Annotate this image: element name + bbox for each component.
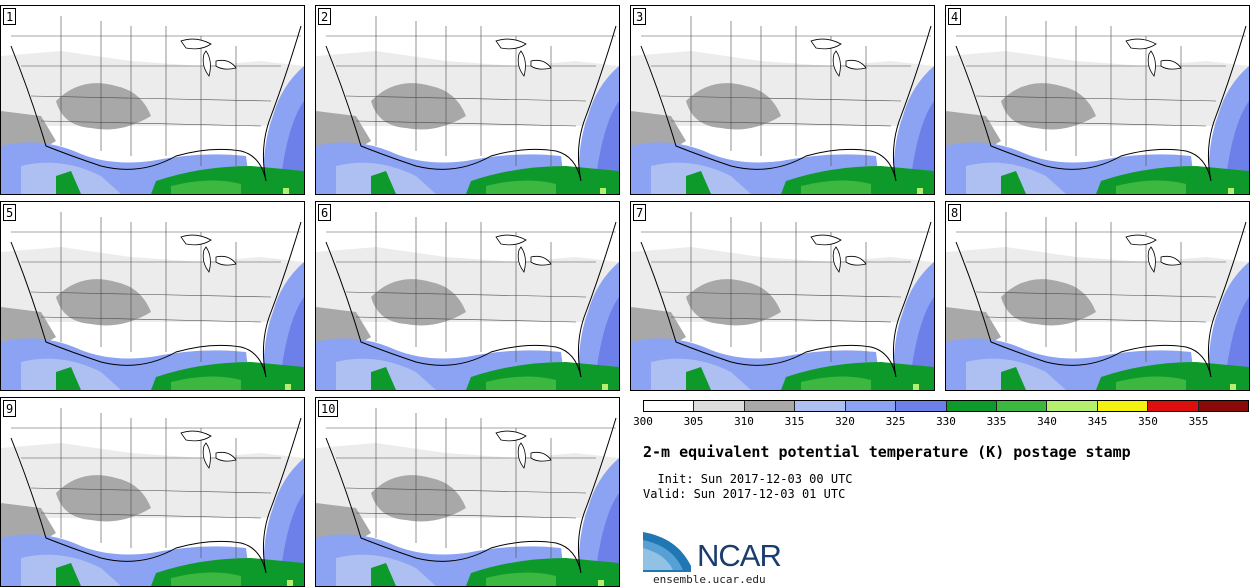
map-panel[interactable]: 10 <box>315 397 620 587</box>
colorbar-tick-label: 340 <box>1037 415 1057 428</box>
colorbar-tick-label: 305 <box>683 415 704 428</box>
colorbar-swatch <box>845 401 897 411</box>
colorbar-tick-label: 310 <box>734 415 754 428</box>
colorbar-swatch <box>946 401 997 411</box>
colorbar-swatch <box>694 401 745 411</box>
map-panel[interactable]: 2 <box>315 5 620 195</box>
panel-number: 9 <box>3 400 17 417</box>
colorbar-tick-label: 300 <box>633 415 653 428</box>
valid-time: Valid: Sun 2017-12-03 01 UTC <box>643 487 846 501</box>
map-panel[interactable]: 8 <box>945 201 1250 391</box>
init-time: Init: Sun 2017-12-03 00 UTC <box>643 472 853 486</box>
panel-number: 10 <box>318 400 339 417</box>
panel-number: 1 <box>3 8 17 25</box>
colorbar-tick-label: 330 <box>936 415 956 428</box>
map-graphic <box>1 6 304 194</box>
map-graphic <box>316 6 619 194</box>
colorbar <box>643 400 1249 412</box>
map-panel[interactable]: 9 <box>0 397 305 587</box>
colorbar-tick-label: 350 <box>1138 415 1158 428</box>
colorbar-swatch <box>1148 401 1199 411</box>
colorbar-swatch <box>1097 401 1149 411</box>
panel-number: 6 <box>318 204 332 221</box>
colorbar-tick-label: 315 <box>784 415 805 428</box>
map-graphic <box>1 202 304 390</box>
map-graphic <box>946 202 1249 390</box>
colorbar-labels: 300 305 310 315 320 325 330 335 340 345 350 355 <box>633 415 1249 429</box>
colorbar-tick-label: 325 <box>885 415 906 428</box>
map-graphic <box>631 6 934 194</box>
colorbar-tick-label: 355 <box>1188 415 1209 428</box>
map-panel[interactable]: 5 <box>0 201 305 391</box>
colorbar-tick-label: 320 <box>835 415 855 428</box>
panel-number: 4 <box>948 8 962 25</box>
panel-number: 3 <box>633 8 647 25</box>
map-panel[interactable]: 4 <box>945 5 1250 195</box>
panel-number: 8 <box>948 204 962 221</box>
colorbar-swatch <box>1047 401 1098 411</box>
map-panel[interactable]: 3 <box>630 5 935 195</box>
colorbar-swatch <box>996 401 1048 411</box>
colorbar-swatch <box>1198 401 1249 411</box>
colorbar-tick-label: 335 <box>986 415 1007 428</box>
colorbar-swatch <box>644 401 695 411</box>
figure-title: 2-m equivalent potential temperature (K)… <box>643 443 1131 461</box>
colorbar-swatch <box>795 401 846 411</box>
colorbar-swatch <box>744 401 796 411</box>
site-url[interactable]: ensemble.ucar.edu <box>653 573 766 586</box>
panel-number: 7 <box>633 204 647 221</box>
colorbar-tick-label: 345 <box>1087 415 1108 428</box>
ncar-logo-text: NCAR <box>697 538 782 573</box>
panel-number: 5 <box>3 204 17 221</box>
map-graphic <box>946 6 1249 194</box>
map-graphic <box>1 398 304 586</box>
map-panel[interactable]: 1 <box>0 5 305 195</box>
ncar-logo-icon[interactable] <box>643 530 793 574</box>
map-graphic <box>316 202 619 390</box>
map-graphic <box>631 202 934 390</box>
map-panel[interactable]: 6 <box>315 201 620 391</box>
colorbar-swatch <box>896 401 947 411</box>
map-panel[interactable]: 7 <box>630 201 935 391</box>
panel-number: 2 <box>318 8 332 25</box>
map-graphic <box>316 398 619 586</box>
